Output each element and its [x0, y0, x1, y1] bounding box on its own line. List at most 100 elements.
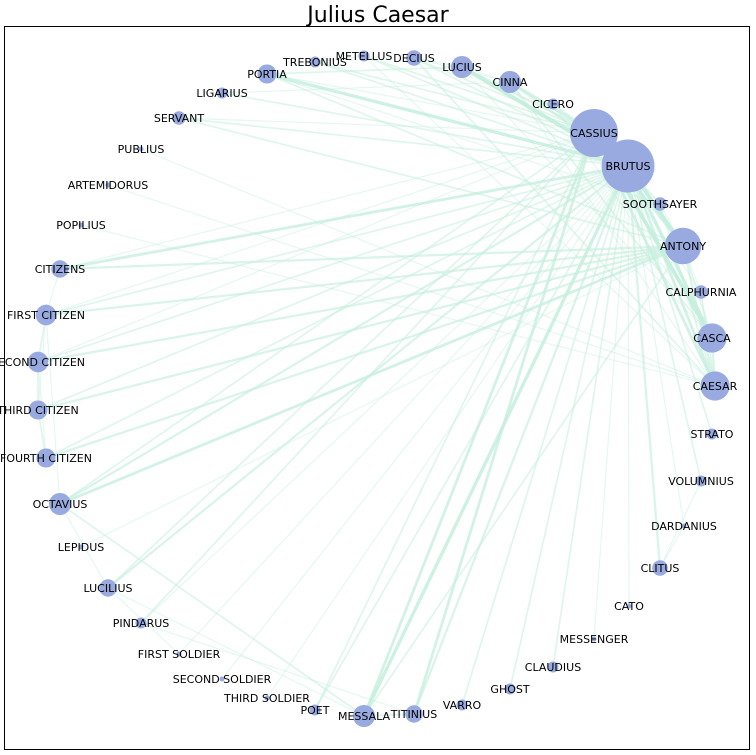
edge-brutus-octavius	[58, 164, 630, 506]
edge-lucius-portia	[266, 66, 463, 75]
edge-antony-servant	[178, 117, 684, 247]
edge-caesar-popilius	[80, 224, 716, 387]
node-label-first-citizen: FIRST CITIZEN	[7, 309, 85, 322]
edge-caesar-publius	[140, 148, 716, 387]
edge-brutus-pindarus	[140, 165, 629, 624]
node-servant	[172, 111, 186, 125]
node-dardanius	[681, 523, 687, 529]
edge-portia-soothsayer	[266, 73, 661, 205]
edge-casca-lucius	[461, 66, 713, 339]
edge-cassius-first-citizen	[45, 132, 595, 316]
plot-frame	[4, 26, 750, 750]
edge-antony-third-citizen	[36, 244, 685, 412]
edge-brutus-varro	[461, 165, 629, 706]
node-label-popilius: POPILIUS	[56, 219, 106, 232]
node-third-citizen	[28, 400, 48, 420]
node-brutus	[601, 139, 655, 193]
edge-brutus-ghost	[509, 165, 629, 690]
edge-antony-second-citizen	[36, 244, 685, 364]
edge-antony-citizens	[58, 244, 685, 271]
edge-cassius-citizens	[59, 132, 595, 270]
node-label-ghost: GHOST	[490, 683, 529, 696]
node-label-cinna: CINNA	[493, 76, 528, 89]
node-volumnius	[695, 475, 707, 487]
node-label-second-soldier: SECOND SOLDIER	[173, 673, 272, 686]
edge-messala-lucilius	[107, 587, 365, 717]
node-label-third-soldier: THIRD SOLDIER	[223, 692, 310, 705]
node-label-trebonius: TREBONIUS	[282, 56, 347, 69]
node-label-claudius: CLAUDIUS	[525, 661, 581, 674]
node-citizens	[51, 260, 69, 278]
edge-cassius-poet	[314, 132, 595, 711]
node-label-casca: CASCA	[693, 332, 731, 345]
node-poet	[309, 704, 321, 716]
node-decius	[406, 50, 422, 66]
node-label-poet: POET	[301, 704, 330, 717]
edge-brutus-second-citizen	[37, 165, 629, 363]
node-soothsayer	[653, 197, 667, 211]
node-label-metellus: METELLUS	[336, 50, 393, 63]
edge-clitus-dardanius	[659, 525, 685, 569]
node-label-cicero: CICERO	[532, 98, 574, 111]
edge-brutus-messenger	[593, 165, 629, 640]
node-pindarus	[135, 617, 147, 629]
node-label-caesar: CAESAR	[693, 380, 738, 393]
node-lucius	[450, 55, 474, 79]
edge-antony-portia	[266, 73, 684, 247]
node-label-portia: PORTIA	[247, 68, 287, 81]
edge-brutus-fourth-citizen	[45, 165, 629, 459]
node-artemidorus	[105, 182, 111, 188]
edge-octavius-messala	[59, 503, 365, 717]
node-label-clitus: CLITUS	[641, 562, 680, 575]
node-label-antony: ANTONY	[660, 240, 706, 253]
node-label-lucilius: LUCILIUS	[84, 582, 133, 595]
edge-cassius-octavius	[59, 132, 595, 505]
edge-caesar-cinna	[509, 81, 716, 387]
edge-caesar-decius	[413, 57, 716, 387]
node-claudius	[547, 661, 559, 673]
edge-titinius-pindarus	[140, 622, 415, 715]
edge-brutus-strato	[627, 165, 713, 435]
edge-brutus-titinius	[412, 164, 630, 716]
node-label-messala: MESSALA	[338, 710, 391, 723]
figure-title: Julius Caesar	[305, 3, 449, 28]
node-third-soldier	[264, 695, 270, 701]
edge-brutus-volumnius	[627, 165, 702, 482]
edge-brutus-first-citizen	[45, 165, 629, 316]
edge-antony-first-citizen	[44, 244, 685, 317]
node-label-messenger: MESSENGER	[560, 633, 629, 646]
node-ligarius	[216, 87, 228, 99]
node-first-soldier	[176, 651, 182, 657]
node-cinna	[498, 70, 522, 94]
edge-brutus-third-soldier	[266, 165, 629, 699]
node-label-second-citizen: SECOND CITIZEN	[0, 356, 85, 369]
node-calphurnia	[694, 285, 708, 299]
node-lepidus	[78, 544, 84, 550]
node-label-dardanius: DARDANIUS	[651, 520, 717, 533]
node-second-citizen	[27, 351, 49, 373]
edge-antony-caesar	[681, 244, 717, 388]
edge-brutus-first-soldier	[178, 165, 629, 655]
edge-octavius-first-citizen	[45, 314, 61, 505]
edge-clitus-volumnius	[659, 480, 702, 569]
edge-caesar-artemidorus	[107, 184, 716, 387]
node-cicero	[547, 98, 559, 110]
node-casca	[697, 323, 727, 353]
edge-metellus-trebonius	[314, 55, 365, 63]
edge-antony-fourth-citizen	[44, 244, 685, 460]
node-caesar	[700, 371, 730, 401]
node-label-octavius: OCTAVIUS	[33, 498, 88, 511]
edge-layer	[36, 55, 717, 718]
node-metellus	[358, 50, 370, 62]
node-cassius	[569, 108, 619, 158]
edge-brutus-clitus	[626, 164, 662, 570]
node-messala	[352, 704, 376, 728]
node-antony	[664, 227, 702, 265]
node-trebonius	[309, 56, 321, 68]
node-portia	[257, 64, 277, 84]
edge-cassius-portia	[266, 73, 595, 134]
edge-cassius-second-citizen	[37, 132, 595, 363]
node-lucilius	[99, 579, 117, 597]
edge-brutus-cato	[627, 165, 630, 607]
node-cato	[626, 603, 632, 609]
